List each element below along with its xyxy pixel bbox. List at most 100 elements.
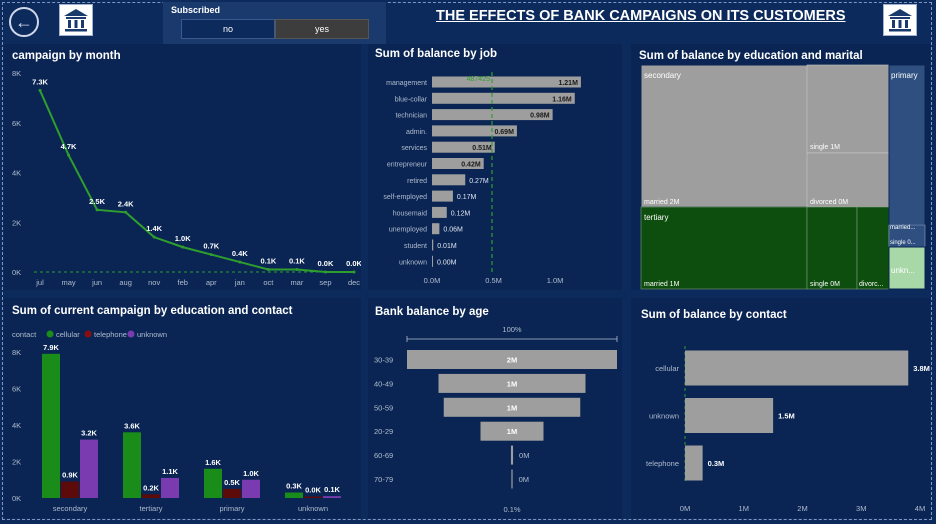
y-tick-label: 0K [12,494,21,503]
y-tick-label: 4K [12,169,21,178]
back-arrow-icon[interactable]: ← [9,7,39,37]
treemap-cell-label: single 1M [810,144,840,151]
x-tick-label: aug [119,278,132,287]
treemap-secondary-single[interactable] [806,64,890,154]
slicer-option-no[interactable]: no [181,19,275,39]
data-label: 0.0K [305,486,321,495]
category-label: management [386,80,427,87]
page-title: THE EFFECTS OF BANK CAMPAIGNS ON ITS CUS… [436,8,846,24]
funnel-chart: 100% 30-39 2M 40-49 1M 50-59 1M 20-29 1M 60-69 0M 7… [374,325,618,514]
data-label: 3.2K [81,429,97,438]
data-label: 1M [507,427,517,436]
bar-chart: management 1.21M blue-collar 1.16M technicia… [383,72,581,285]
category-label: self-employed [383,194,427,201]
category-label: 50-59 [374,403,393,412]
category-label: unemployed [389,227,427,234]
category-label: blue-collar [395,96,428,103]
data-label: 0.3K [286,482,302,491]
funnel-bar [407,350,617,369]
data-label: 0.42M [461,162,481,169]
y-tick-label: 2K [12,458,21,467]
bar-cellular [204,468,222,498]
data-label: 0.17M [457,194,477,201]
funnel-bar [443,397,581,417]
treemap-tertiary-divorced[interactable] [856,206,890,290]
funnel-bar [438,373,586,393]
category-label: 70-79 [374,475,393,484]
data-point [352,270,356,274]
x-tick-label: jun [91,278,102,287]
category-label: student [404,243,427,250]
x-tick-label: 1M [739,504,749,513]
data-label: 0M [519,475,529,484]
data-label: 3.8M [913,364,930,373]
category-label: cellular [655,364,679,373]
data-label: 0.3M [708,459,725,468]
bar [432,190,453,202]
treemap-group-label: primary [891,71,918,80]
data-point [38,88,42,92]
data-point [209,253,213,257]
data-label: 0.7K [203,242,219,251]
treemap-cell-label: married 2M [644,199,680,206]
category-label: 60-69 [374,451,393,460]
category-label: technician [395,113,427,120]
data-label: 0.51M [472,145,492,152]
data-label: 1.21M [558,80,578,87]
chart-title: Sum of balance by education and marital [639,50,863,62]
legend-marker-cellular [46,330,54,338]
bar [432,76,581,88]
category-label: admin. [406,129,427,136]
funnel-top-label: 100% [502,325,522,334]
bar-chart: cellular 3.8M unknown 1.5M telephone 0.3M 0M 1M… [646,346,930,513]
data-label: 0.4K [232,249,248,258]
panel-bank-balance-by-age: Bank balance by age 100% 30-39 2M 40-49 1M 50… [368,298,622,518]
data-label: 0.1K [289,257,305,266]
treemap-tertiary-single[interactable] [806,206,858,290]
bar-telephone [142,494,160,498]
slicer-option-yes[interactable]: yes [275,19,369,39]
data-label: 0.0K [346,259,361,268]
data-point [266,268,270,272]
x-tick-label: 2M [797,504,807,513]
bar-unknown [161,477,179,498]
category-label: services [401,145,427,152]
data-label: 0.27M [469,178,489,185]
treemap-primary-married[interactable] [888,64,926,226]
treemap-group-label: tertiary [644,213,668,222]
chart-title: Sum of balance by job [375,48,498,60]
chart-title: campaign by month [12,50,121,62]
data-label: 0.1K [324,485,340,494]
subscribed-slicer: Subscribed no yes [163,2,386,44]
bar [432,239,434,251]
category-label: 30-39 [374,356,393,365]
y-tick-label: 2K [12,218,21,227]
category-label: entrepreneur [387,162,428,169]
data-point [295,268,299,272]
data-label: 1M [507,403,517,412]
panel-campaign-by-education-contact: Sum of current campaign by education and… [4,298,361,518]
data-point [238,260,242,264]
x-tick-label: 0M [680,504,690,513]
funnel-bottom-label: 0.1% [503,505,520,514]
x-tick-label: nov [148,278,160,287]
panel-balance-by-education-marital: Sum of balance by education and marital … [631,44,930,290]
x-tick-label: 0.5M [485,276,502,285]
category-label: unknown [399,259,427,266]
data-label: 0.00M [437,259,457,266]
x-tick-label: tertiary [140,504,163,513]
data-label: 0.0K [318,259,334,268]
data-label: 2M [507,356,517,365]
data-label: 1.4K [146,224,162,233]
data-label: 0.69M [494,129,514,136]
treemap-unknown[interactable] [888,246,926,290]
chart-title: Bank balance by age [375,306,489,318]
data-label: 0.98M [530,113,550,120]
series-line [39,90,354,273]
data-label: 1.6K [205,458,221,467]
treemap-cell-label: married 1M [644,281,680,288]
bar [432,255,433,267]
treemap: secondary married 2M single 1M divorced … [640,64,926,290]
data-label: 7.9K [43,343,59,352]
bar-unknown [80,439,98,498]
